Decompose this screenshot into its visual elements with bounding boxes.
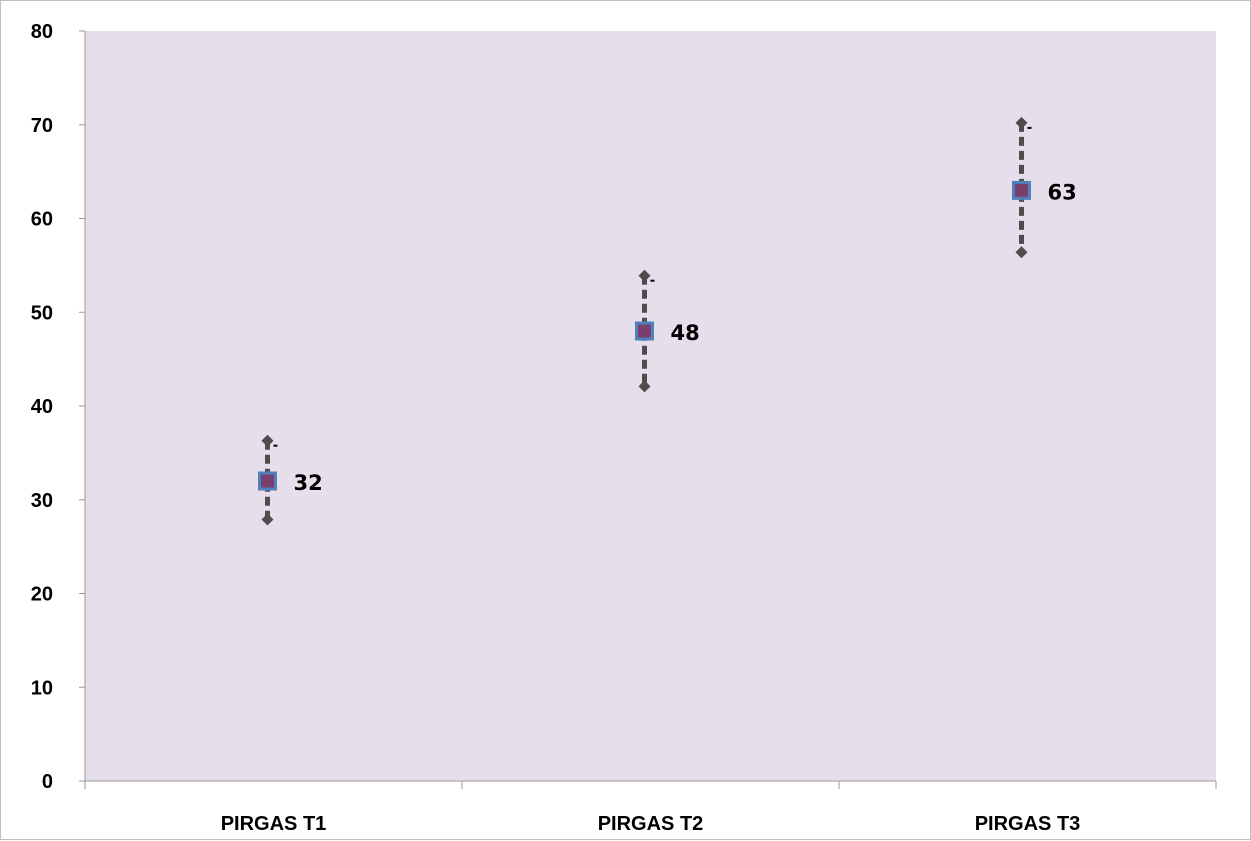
y-tick-label: 50 (31, 302, 53, 324)
data-label: 48 (671, 321, 700, 345)
series: 32 48 63 (258, 116, 1077, 526)
data-point-marker (635, 321, 654, 341)
y-tick-label: 0 (42, 771, 53, 793)
data-point-group: 48 (635, 269, 700, 393)
y-tick-label: 60 (31, 209, 53, 231)
x-category-label: PIRGAS T2 (598, 813, 704, 835)
x-category-label: PIRGAS T1 (221, 813, 327, 835)
data-point-marker (1012, 180, 1031, 200)
y-tick-label: 10 (31, 677, 53, 699)
data-point-group: 63 (1012, 116, 1077, 259)
error-cap-high (261, 434, 274, 447)
error-cap-low (261, 513, 274, 526)
y-tick-label: 80 (31, 21, 53, 43)
data-label: 63 (1048, 180, 1077, 204)
x-category-label: PIRGAS T3 (975, 813, 1081, 835)
data-label: 32 (294, 471, 323, 495)
x-axis-categories: PIRGAS T1 PIRGAS T2 PIRGAS T3 (84, 781, 1217, 835)
data-point-group: 32 (258, 434, 323, 526)
plot-area (85, 31, 1216, 781)
error-cap-high (638, 269, 651, 282)
y-axis-ticks: 0 10 20 30 40 50 60 70 80 (31, 21, 85, 793)
y-tick-label: 70 (31, 115, 53, 137)
y-tick-label: 20 (31, 584, 53, 606)
error-cap-low (1015, 246, 1028, 259)
error-cap-high (1015, 116, 1028, 129)
error-cap-low (638, 380, 651, 393)
data-point-marker (258, 471, 277, 491)
y-tick-label: 40 (31, 396, 53, 418)
y-tick-label: 30 (31, 490, 53, 512)
